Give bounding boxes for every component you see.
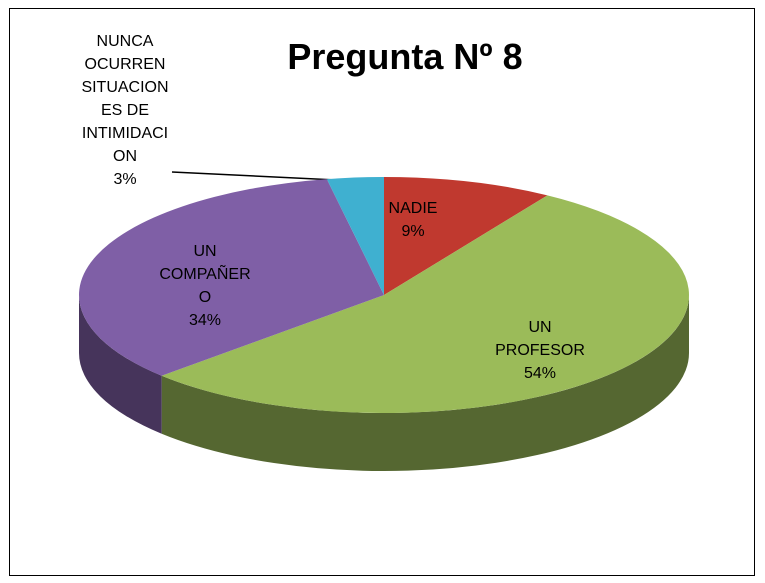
chart-title: Pregunta Nº 8: [287, 36, 523, 77]
value-label: 9%: [401, 223, 425, 240]
category-label: UN PROFESOR: [495, 319, 585, 359]
category-label: NADIE: [388, 200, 438, 217]
data-label: UN COMPAÑERO 34%: [159, 240, 252, 332]
value-label: 3%: [113, 171, 137, 188]
pie-slice-side: [161, 295, 690, 471]
category-label: UN COMPAÑERO: [159, 243, 251, 306]
pie-slice: [326, 177, 384, 295]
value-label: 34%: [188, 312, 222, 329]
data-label: UN PROFESOR 54%: [485, 316, 595, 385]
value-label: 54%: [523, 365, 557, 382]
pie-slice-side: [79, 295, 162, 434]
pie-slice: [79, 179, 385, 376]
pie-slice: [384, 177, 548, 295]
category-label: NUNCA OCURREN SITUACIONES DE INTIMIDACIO…: [81, 33, 169, 165]
pie-slice: [161, 195, 690, 414]
data-label: NUNCA OCURREN SITUACIONES DE INTIMIDACIO…: [77, 30, 174, 191]
data-label: NADIE 9%: [373, 197, 453, 243]
